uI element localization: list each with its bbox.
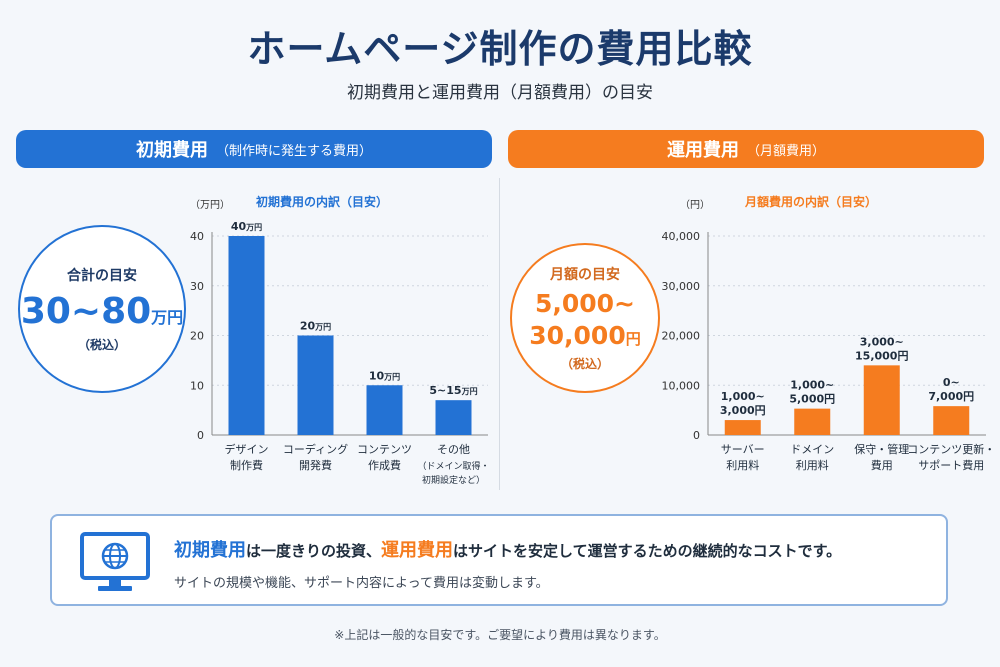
y-tick-label: 20 xyxy=(190,330,204,343)
initial-total-circle: 合計の目安 30~80万円 （税込） xyxy=(18,225,186,393)
y-tick-label: 30,000 xyxy=(662,280,701,293)
x-category-label: コンテンツ作成費 xyxy=(357,443,412,472)
x-category-label: 保守・管理費用 xyxy=(854,442,909,472)
bar xyxy=(435,400,472,435)
bar-value-label: 0~ 7,000円 xyxy=(928,376,974,403)
initial-total-value: 30~80万円 xyxy=(21,291,183,332)
summary-note: サイトの規模や機能、サポート内容によって費用は変動します。 xyxy=(174,576,549,591)
y-unit-label: （万円） xyxy=(190,199,230,211)
summary-initial-term: 初期費用 xyxy=(174,540,246,561)
monthly-cost-bar-chart: （円） 0 10,000 20,000 30,000 40,000 1,000~ 3,000円… xyxy=(662,199,996,472)
y-tick-label: 10,000 xyxy=(662,379,701,392)
monthly-total-line1: 5,000~ xyxy=(534,289,636,319)
page-title: ホームページ制作の費用比較 xyxy=(247,27,753,71)
running-cost-header: 運用費用 （月額費用） xyxy=(508,130,984,168)
summary-text: 初期費用は一度きりの投資、運用費用はサイトを安定して運営するための継続的なコスト… xyxy=(174,536,841,562)
monthly-total-unit: 円 xyxy=(625,329,641,348)
monthly-total-circle: 月額の目安 5,000~ 30,000円 （税込） xyxy=(510,243,660,393)
running-cost-header-note: （月額費用） xyxy=(746,143,825,159)
x-category-label: コーディング開発費 xyxy=(283,442,348,472)
initial-total-unit: 万円 xyxy=(151,308,184,327)
y-tick-label: 0 xyxy=(197,429,204,442)
summary-box: 初期費用は一度きりの投資、運用費用はサイトを安定して運営するための継続的なコスト… xyxy=(50,514,948,606)
bar-value-label: 1,000~ 3,000円 xyxy=(720,390,766,417)
initial-cost-header-title: 初期費用 xyxy=(135,140,208,161)
bar xyxy=(933,406,970,435)
bar-value-label: 3,000~ 15,000円 xyxy=(855,335,908,362)
footnote: ※上記は一般的な目安です。ご要望により費用は異なります。 xyxy=(334,628,666,642)
running-cost-header-title: 運用費用 xyxy=(666,140,739,161)
bar-value-label: 10万円 xyxy=(369,369,400,382)
bar-value-label: 5~15万円 xyxy=(429,384,477,397)
y-tick-label: 10 xyxy=(190,379,204,392)
page-subtitle: 初期費用と運用費用（月額費用）の目安 xyxy=(347,83,653,103)
x-category-label: その他（ドメイン取得・初期設定など） xyxy=(417,443,489,486)
initial-total-label: 合計の目安 xyxy=(67,268,137,284)
y-unit-label: （円） xyxy=(680,199,710,211)
y-tick-label: 20,000 xyxy=(662,330,701,343)
initial-chart-title: 初期費用の内訳（目安） xyxy=(256,195,389,209)
monthly-chart-title: 月額費用の内訳（目安） xyxy=(745,195,878,209)
monthly-total-label: 月額の目安 xyxy=(550,267,620,284)
monthly-total-tax-note: （税込） xyxy=(560,356,609,371)
initial-cost-header-note: （制作時に発生する費用） xyxy=(215,143,372,159)
monthly-total-number: 30,000 xyxy=(529,320,626,350)
summary-text-part2: はサイトを安定して運営するための継続的なコストです。 xyxy=(453,542,842,560)
bar-value-label: 40万円 xyxy=(231,220,262,233)
bar xyxy=(724,420,761,435)
x-category-label: ドメイン利用料 xyxy=(790,443,834,472)
x-category-label: デザイン制作費 xyxy=(225,442,269,472)
y-tick-label: 30 xyxy=(190,280,204,293)
initial-cost-header: 初期費用 （制作時に発生する費用） xyxy=(16,130,492,168)
summary-running-term: 運用費用 xyxy=(381,540,454,561)
panel-divider xyxy=(499,178,500,490)
monthly-total-line2: 30,000円 xyxy=(529,320,641,351)
initial-total-tax-note: （税込） xyxy=(77,338,126,352)
summary-text-part1: は一度きりの投資、 xyxy=(246,542,382,560)
x-category-label: サーバー利用料 xyxy=(721,443,765,472)
globe-monitor-icon xyxy=(80,532,150,591)
monthly-total-value: 5,000~ 30,000円 xyxy=(529,288,641,351)
x-category-label: コンテンツ更新・サポート費用 xyxy=(907,442,995,472)
bar xyxy=(794,408,831,435)
bar-value-label: 1,000~ 5,000円 xyxy=(789,379,835,406)
initial-total-number: 30~80 xyxy=(20,291,152,332)
bar xyxy=(863,365,900,435)
bar-value-label: 20万円 xyxy=(300,320,331,333)
y-tick-label: 40 xyxy=(190,230,204,243)
y-tick-label: 0 xyxy=(693,429,700,442)
y-tick-label: 40,000 xyxy=(662,230,701,243)
bar xyxy=(366,385,403,435)
bar xyxy=(228,236,265,435)
bar xyxy=(297,335,334,435)
